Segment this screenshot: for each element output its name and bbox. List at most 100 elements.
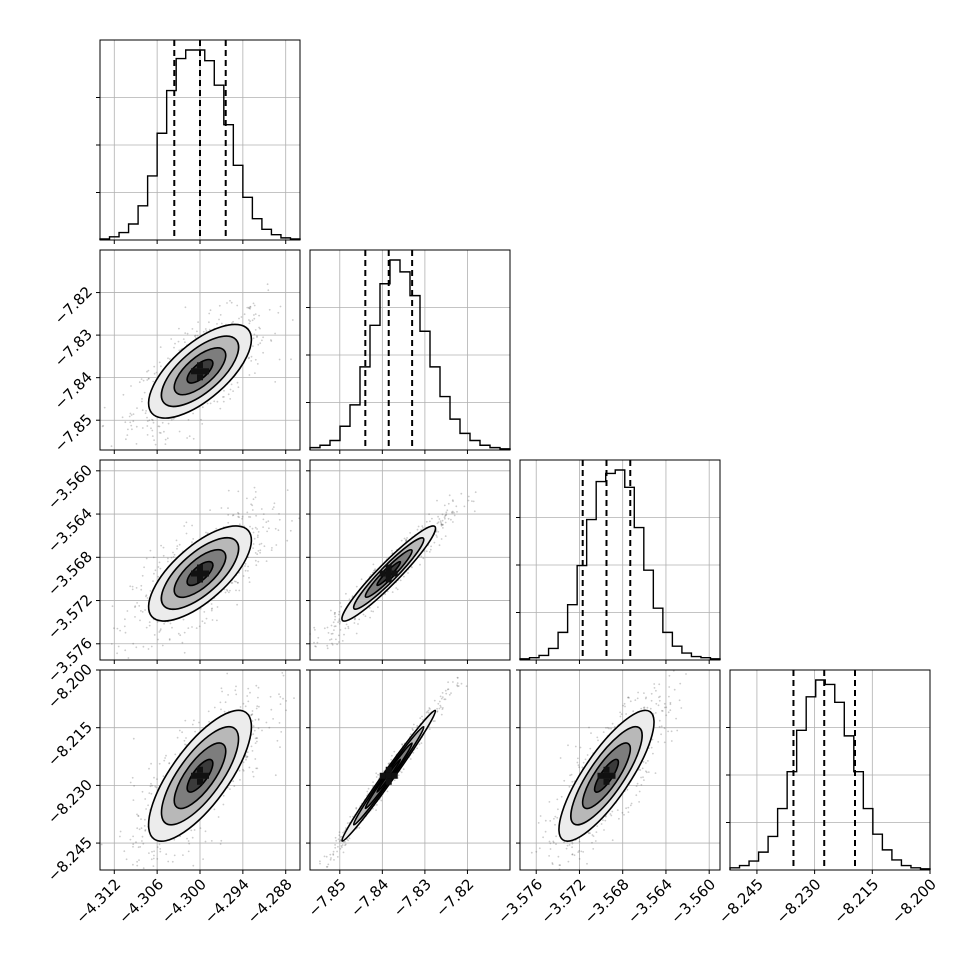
sample-point [206, 402, 209, 405]
sample-point [625, 807, 627, 810]
sample-point [435, 534, 438, 537]
sample-point [623, 702, 626, 705]
sample-point [441, 519, 444, 522]
sample-point [216, 619, 218, 622]
sample-point [637, 691, 639, 694]
sample-point [569, 774, 571, 777]
sample-point [341, 844, 344, 846]
sample-point [184, 341, 186, 344]
sample-point [253, 333, 256, 336]
sample-point [448, 693, 451, 696]
sample-point [441, 692, 444, 694]
sample-point [210, 608, 213, 610]
sample-point [645, 762, 647, 764]
sample-point [184, 719, 187, 722]
sample-point [329, 858, 332, 861]
sample-point [257, 727, 260, 730]
sample-point [577, 851, 580, 853]
sample-point [375, 776, 378, 778]
sample-point [419, 717, 422, 719]
sample-point [407, 572, 409, 574]
sample-point [675, 717, 677, 720]
sample-point [129, 585, 132, 588]
sample-point [136, 407, 138, 409]
sample-point [145, 626, 148, 629]
density-cell [391, 772, 398, 779]
sample-point [248, 307, 251, 310]
sample-point [237, 386, 240, 389]
sample-point [147, 804, 149, 807]
sample-point [187, 840, 190, 842]
sample-point [336, 850, 338, 853]
sample-point [451, 499, 454, 501]
sample-point [339, 836, 342, 838]
sample-point [401, 744, 404, 746]
sample-point [657, 741, 660, 743]
sample-point [275, 544, 278, 546]
sample-point [608, 727, 610, 730]
sample-point [171, 860, 174, 863]
sample-point [618, 817, 620, 820]
sample-point [571, 853, 574, 856]
sample-point [685, 673, 687, 675]
sample-point [640, 776, 642, 779]
sample-point [539, 815, 542, 817]
sample-point [188, 435, 191, 438]
x-tick-label: −7.84 [347, 875, 392, 920]
sample-point [551, 862, 554, 864]
sample-point [168, 639, 171, 641]
sample-point [336, 643, 338, 646]
sample-point [195, 627, 198, 629]
sample-point [238, 523, 241, 526]
sample-point [291, 319, 294, 321]
panel-background [520, 460, 720, 660]
sample-point [678, 699, 681, 702]
sample-point [653, 683, 656, 685]
sample-point [627, 811, 630, 813]
sample-point [246, 497, 248, 500]
sample-point [167, 357, 169, 360]
sample-point [255, 514, 257, 517]
sample-point [152, 580, 154, 582]
sample-point [250, 503, 253, 506]
sample-point [358, 618, 361, 621]
sample-point [604, 819, 607, 822]
sample-point [377, 606, 379, 609]
sample-point [436, 522, 439, 525]
sample-point [260, 508, 263, 510]
sample-point [391, 591, 394, 593]
sample-point [218, 304, 221, 307]
sample-point [136, 860, 138, 863]
sample-point [409, 733, 412, 736]
sample-point [253, 314, 255, 316]
sample-point [254, 313, 257, 315]
sample-point [371, 571, 374, 574]
sample-point [412, 729, 414, 731]
sample-point [184, 332, 187, 334]
sample-point [610, 814, 613, 817]
sample-point [153, 634, 156, 636]
histogram-step [729, 679, 931, 870]
sample-point [262, 336, 264, 339]
sample-point [611, 722, 614, 725]
sample-point [163, 430, 165, 433]
y-tick-label: −7.82 [51, 283, 96, 328]
sample-point [417, 525, 420, 528]
sample-point [160, 544, 162, 547]
sample-point [254, 742, 257, 744]
sample-point [100, 843, 103, 846]
sample-point [128, 415, 131, 418]
sample-point [465, 685, 468, 688]
sample-point [147, 377, 150, 380]
sample-point [254, 358, 257, 361]
sample-point [574, 745, 577, 748]
density-cell [197, 766, 203, 773]
x-tick-label: −3.560 [667, 875, 719, 927]
sample-point [650, 692, 653, 695]
sample-point [242, 575, 245, 577]
sample-point [220, 322, 223, 325]
sample-point [274, 381, 277, 383]
sample-point [253, 729, 256, 732]
sample-point [246, 751, 249, 754]
sample-point [405, 539, 408, 542]
